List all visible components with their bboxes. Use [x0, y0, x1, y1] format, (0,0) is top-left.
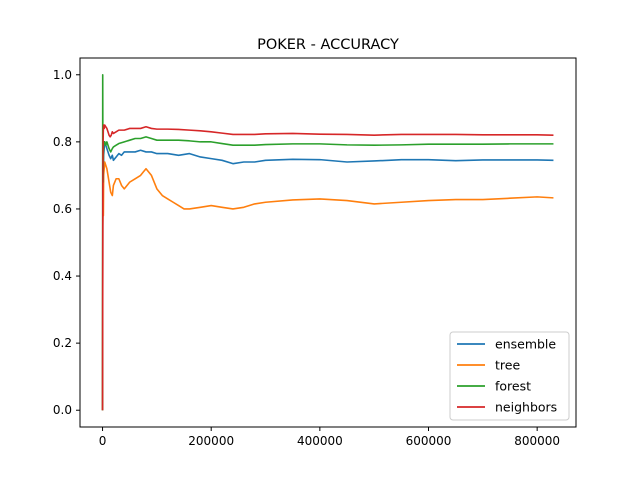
series-layer: [101, 73, 554, 411]
x-tick-label: 400000: [297, 434, 343, 448]
legend-label-forest: forest: [495, 379, 531, 394]
x-tick-label: 800000: [514, 434, 560, 448]
x-tick-label: 200000: [188, 434, 234, 448]
series-line-ensemble: [101, 141, 554, 411]
plot-frame: [79, 57, 577, 428]
y-tick-label: 0.8: [53, 135, 72, 149]
legend-box: [449, 331, 570, 421]
axes-layer: 0 200000 400000 600000 800000 0.0 0.2 0.4 0.6 0.8…: [53, 57, 577, 448]
y-tick-label: 0.2: [53, 336, 72, 350]
x-tick-label: 600000: [406, 434, 452, 448]
series-line-tree: [101, 161, 554, 411]
series-line-neighbors: [101, 124, 554, 411]
legend-label-neighbors: neighbors: [495, 400, 557, 415]
chart-title: POKER - ACCURACY: [257, 37, 399, 53]
y-tick-label: 1.0: [53, 68, 72, 82]
y-tick-label: 0.6: [53, 202, 72, 216]
x-tick-label: 0: [99, 434, 107, 448]
legend-label-tree: tree: [495, 358, 520, 373]
legend-label-ensemble: ensemble: [495, 337, 556, 352]
y-tick-label: 0.4: [53, 269, 72, 283]
series-line-forest: [101, 73, 554, 411]
y-tick-label: 0.0: [53, 403, 72, 417]
legend: ensemble tree forest neighbors: [449, 331, 570, 421]
